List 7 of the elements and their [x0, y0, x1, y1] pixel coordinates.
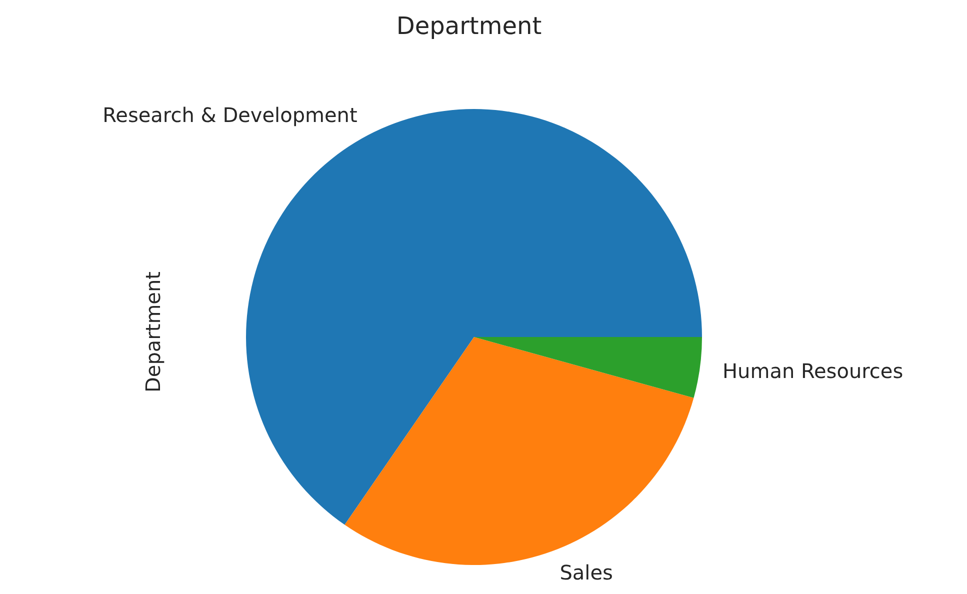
slice-label: Research & Development [102, 102, 358, 127]
slice-label: Sales [560, 560, 613, 585]
pie-slice [344, 337, 694, 565]
chart-title: Department [396, 12, 542, 40]
text: Department [141, 271, 165, 393]
slice-label: Human Resources [722, 358, 904, 383]
pie-slice [474, 337, 702, 398]
